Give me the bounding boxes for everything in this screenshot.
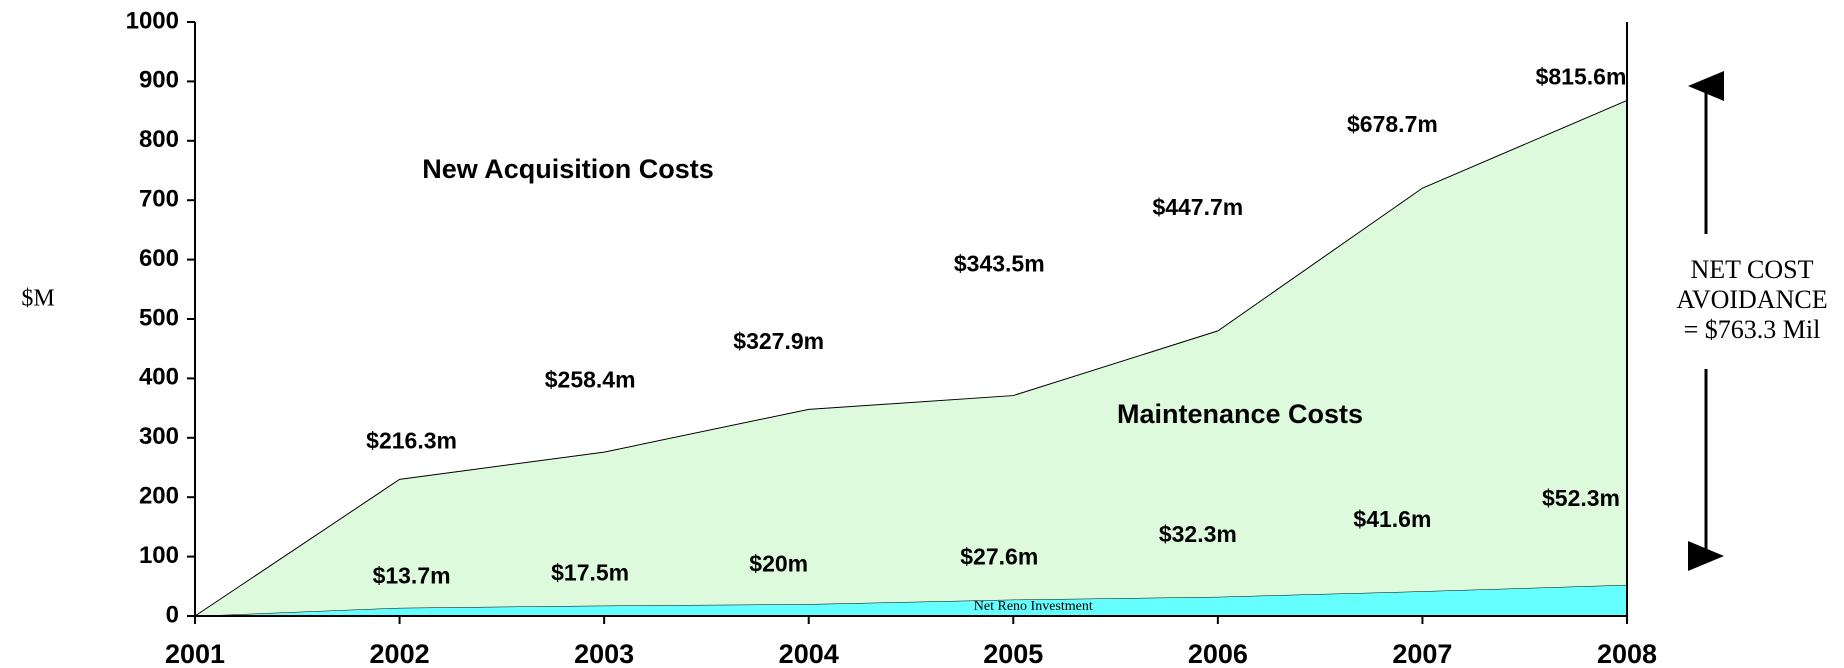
region-label: New Acquisition Costs — [422, 154, 714, 184]
annotation: NET COST — [1690, 255, 1813, 284]
y-tick-label: 0 — [166, 601, 179, 628]
value-label: $343.5m — [954, 251, 1045, 277]
value-label: $327.9m — [733, 328, 824, 354]
y-tick-label: 900 — [139, 67, 179, 94]
x-tick-label: 2002 — [370, 639, 430, 668]
value-label: $20m — [749, 551, 808, 577]
value-label: $17.5m — [551, 559, 629, 585]
annotation: = $763.3 Mil — [1684, 315, 1821, 344]
x-tick-label: 2005 — [983, 639, 1043, 668]
annotation: AVOIDANCE — [1676, 285, 1827, 314]
x-tick-label: 2008 — [1597, 639, 1657, 668]
y-tick-label: 500 — [139, 304, 179, 331]
y-axis-label: $M — [21, 286, 54, 312]
x-tick-label: 2003 — [574, 639, 634, 668]
value-label: $216.3m — [366, 428, 457, 454]
y-tick-label: 300 — [139, 423, 179, 450]
value-label: $27.6m — [960, 543, 1038, 569]
y-tick-label: 800 — [139, 126, 179, 153]
y-tick-label: 400 — [139, 364, 179, 391]
value-label: $447.7m — [1152, 194, 1243, 220]
area-edge — [194, 100, 1628, 617]
x-tick-label: 2006 — [1188, 639, 1248, 668]
value-label: $678.7m — [1347, 111, 1438, 137]
x-tick-label: 2004 — [779, 639, 839, 668]
value-label: $32.3m — [1159, 521, 1237, 547]
y-tick-label: 200 — [139, 483, 179, 510]
value-label: $258.4m — [545, 366, 636, 392]
area — [195, 584, 1627, 616]
value-label: $41.6m — [1353, 506, 1431, 532]
value-label: $52.3m — [1542, 485, 1620, 511]
series-label: Net Reno Investment — [974, 599, 1093, 614]
area — [195, 100, 1627, 616]
value-label: $815.6m — [1536, 64, 1627, 90]
y-tick-label: 700 — [139, 186, 179, 213]
series-label: Maintenance Costs — [1117, 399, 1363, 429]
value-label: $13.7m — [373, 562, 451, 588]
y-tick-label: 600 — [139, 245, 179, 272]
y-tick-label: 100 — [139, 542, 179, 569]
x-tick-label: 2001 — [165, 639, 225, 668]
x-tick-label: 2007 — [1392, 639, 1452, 668]
y-tick-label: 1000 — [126, 7, 179, 34]
